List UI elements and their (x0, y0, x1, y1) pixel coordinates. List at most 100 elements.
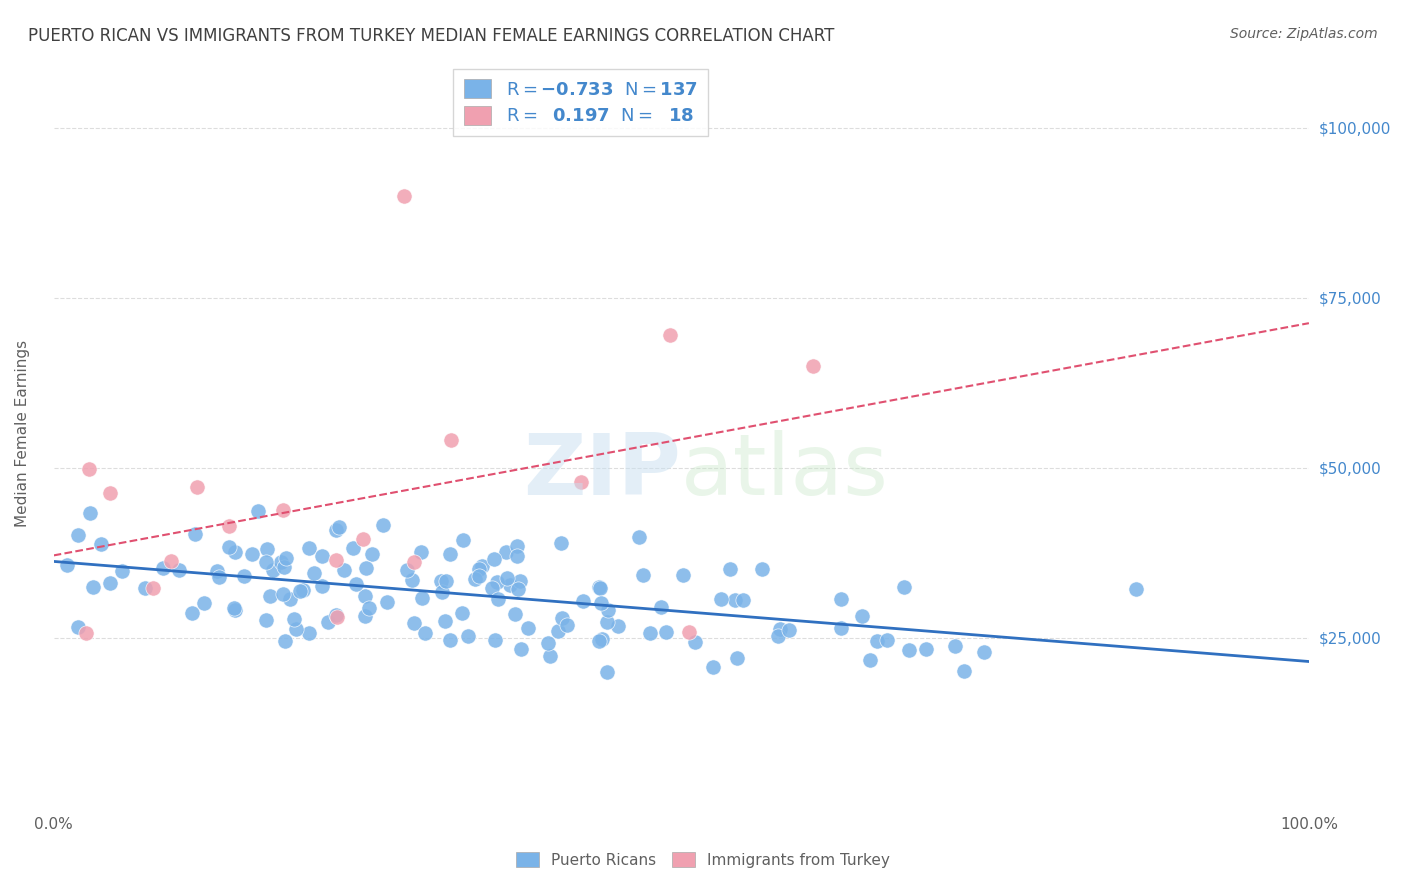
Point (325, 523, 347, 537)
Point (547, 624, 569, 639)
Point (75, 626, 97, 640)
Point (702, 660, 724, 674)
Point (333, 563, 356, 577)
Point (451, 606, 474, 620)
Point (254, 613, 277, 627)
Point (724, 593, 747, 607)
Point (311, 549, 333, 564)
Point (439, 547, 461, 561)
Point (851, 609, 873, 624)
Point (631, 568, 654, 582)
Point (247, 504, 270, 518)
Point (876, 633, 898, 648)
Point (589, 596, 612, 610)
Point (222, 600, 245, 615)
Point (354, 590, 377, 604)
Point (298, 541, 321, 555)
Point (278, 591, 301, 606)
Point (766, 629, 789, 643)
Point (354, 609, 377, 624)
Point (769, 622, 792, 636)
Point (392, 188, 415, 202)
Point (325, 553, 347, 567)
Point (186, 480, 208, 494)
Point (482, 552, 505, 566)
Point (82, 580, 104, 594)
Point (517, 622, 540, 636)
Y-axis label: Median Female Earnings: Median Female Earnings (15, 340, 30, 527)
Point (710, 592, 733, 607)
Point (271, 502, 294, 516)
Point (866, 633, 889, 648)
Point (371, 518, 394, 533)
Point (433, 614, 456, 628)
Point (509, 642, 531, 657)
Point (134, 582, 156, 596)
Point (650, 599, 672, 614)
Point (160, 554, 183, 568)
Point (1125, 582, 1147, 596)
Point (508, 582, 530, 597)
Point (415, 625, 437, 640)
Point (224, 545, 246, 559)
Point (595, 615, 617, 630)
Point (718, 562, 741, 576)
Point (555, 617, 578, 632)
Point (79, 462, 101, 476)
Point (262, 563, 284, 577)
Point (655, 625, 678, 640)
Point (973, 644, 995, 658)
Point (434, 574, 457, 588)
Point (98, 575, 121, 590)
Point (233, 569, 256, 583)
Point (66, 528, 89, 542)
Point (256, 542, 278, 557)
Point (298, 626, 321, 640)
Point (506, 539, 529, 553)
Point (943, 639, 966, 653)
Point (326, 609, 349, 624)
Text: atlas: atlas (682, 430, 889, 513)
Point (588, 580, 610, 594)
Point (588, 581, 610, 595)
Point (658, 327, 681, 342)
Point (316, 615, 339, 630)
Point (402, 616, 425, 631)
Point (481, 581, 503, 595)
Point (111, 564, 134, 578)
Point (169, 563, 191, 577)
Point (342, 541, 364, 555)
Point (90, 537, 112, 551)
Text: Source: ZipAtlas.com: Source: ZipAtlas.com (1230, 27, 1378, 41)
Point (344, 576, 367, 591)
Point (596, 665, 619, 680)
Point (897, 643, 920, 657)
Point (725, 651, 748, 665)
Point (273, 587, 295, 601)
Point (142, 581, 165, 595)
Legend: $\mathrm{R = }$$\mathbf{-0.733}$$\mathrm{\ \ N = }$$\mathbf{137}$, $\mathrm{R = : $\mathrm{R = }$$\mathbf{-0.733}$$\mathrm… (453, 69, 709, 136)
Point (915, 642, 938, 657)
Point (56, 558, 79, 573)
Point (627, 530, 650, 544)
Point (638, 626, 661, 640)
Point (357, 601, 380, 615)
Point (152, 561, 174, 575)
Point (409, 545, 432, 559)
Point (440, 434, 463, 448)
Point (430, 584, 453, 599)
Point (893, 580, 915, 594)
Point (325, 608, 347, 623)
Point (551, 610, 574, 624)
Point (606, 619, 628, 633)
Point (801, 359, 824, 373)
Point (596, 603, 619, 617)
Point (484, 633, 506, 648)
Point (207, 564, 229, 578)
Point (328, 520, 350, 534)
Point (778, 623, 800, 637)
Point (302, 566, 325, 580)
Point (273, 560, 295, 574)
Point (672, 568, 695, 582)
Point (751, 562, 773, 576)
